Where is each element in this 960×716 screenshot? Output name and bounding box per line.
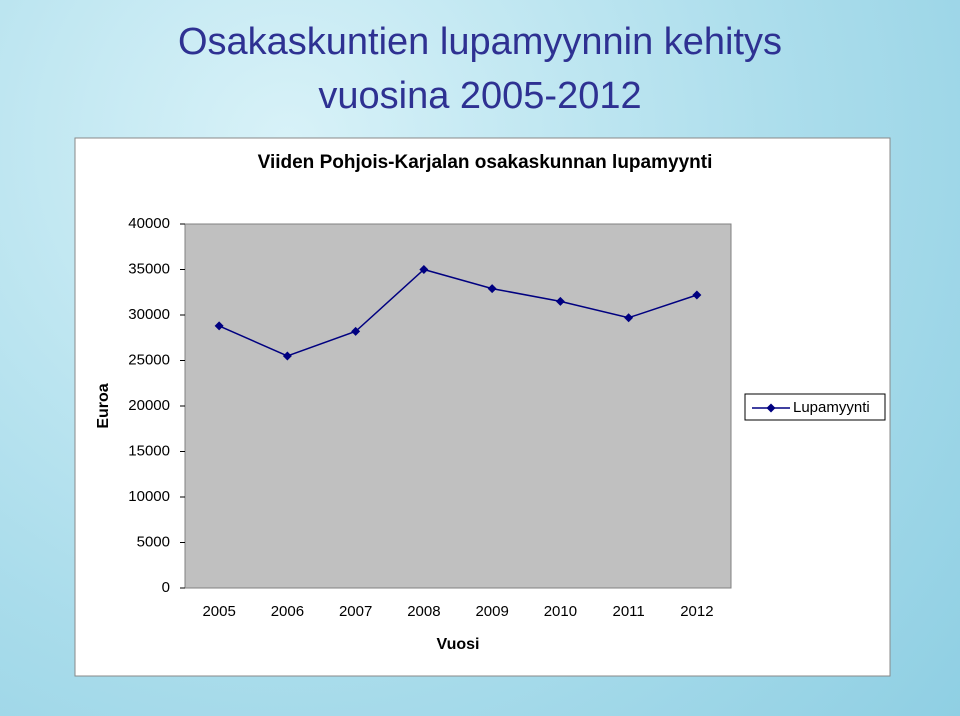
marker — [214, 321, 224, 331]
marker — [624, 313, 634, 323]
legend-label: Lupamyynti — [793, 399, 870, 416]
y-tick-label: 5000 — [137, 533, 170, 550]
x-tick-label: 2011 — [612, 603, 644, 620]
x-axis-label: Vuosi — [437, 636, 480, 653]
y-tick-label: 30000 — [128, 306, 170, 323]
marker — [282, 351, 292, 361]
plot-area — [184, 223, 732, 589]
marker — [487, 284, 497, 294]
slide-title: vuosina 2005-2012 — [318, 75, 641, 117]
y-tick-label: 40000 — [128, 215, 170, 232]
y-tick-label: 10000 — [128, 488, 170, 505]
x-tick-label: 2005 — [202, 603, 235, 620]
marker — [555, 296, 565, 306]
legend-marker — [766, 403, 776, 413]
marker — [692, 290, 702, 300]
x-tick-label: 2008 — [407, 603, 440, 620]
y-tick-label: 35000 — [128, 260, 170, 277]
y-tick-label: 25000 — [128, 351, 170, 368]
y-tick-label: 0 — [162, 579, 170, 596]
x-tick-label: 2012 — [680, 603, 713, 620]
y-tick-label: 15000 — [128, 442, 170, 459]
y-axis-label: Euroa — [95, 383, 112, 428]
x-tick-label: 2007 — [339, 603, 372, 620]
y-tick-label: 20000 — [128, 397, 170, 414]
chart-title: Viiden Pohjois-Karjalan osakaskunnan lup… — [258, 152, 713, 173]
marker — [419, 265, 429, 274]
series-line — [218, 268, 698, 357]
slide-title: Osakaskuntien lupamyynnin kehitys — [178, 21, 782, 63]
x-tick-label: 2010 — [544, 603, 577, 620]
marker — [351, 326, 361, 336]
x-tick-label: 2006 — [271, 603, 304, 620]
x-tick-label: 2009 — [475, 603, 508, 620]
